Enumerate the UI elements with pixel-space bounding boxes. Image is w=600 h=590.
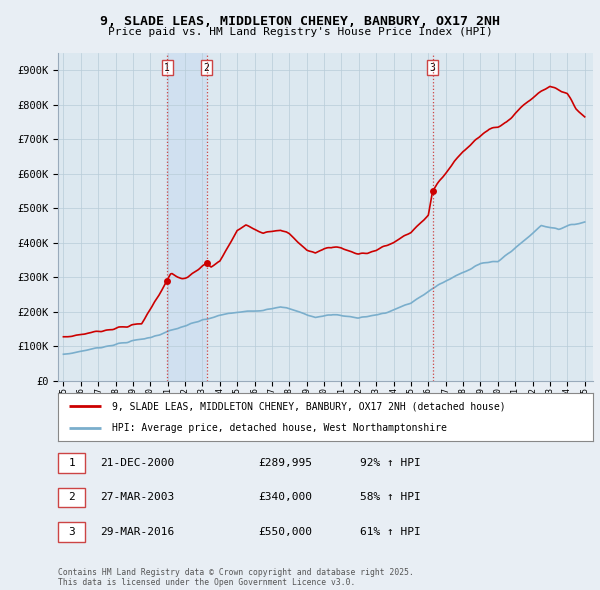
Text: 29-MAR-2016: 29-MAR-2016 <box>100 527 175 537</box>
Text: 27-MAR-2003: 27-MAR-2003 <box>100 493 175 502</box>
Text: £550,000: £550,000 <box>258 527 312 537</box>
Text: 3: 3 <box>68 527 75 537</box>
Bar <box>167 53 206 381</box>
Text: 9, SLADE LEAS, MIDDLETON CHENEY, BANBURY, OX17 2NH (detached house): 9, SLADE LEAS, MIDDLETON CHENEY, BANBURY… <box>112 401 505 411</box>
Text: Contains HM Land Registry data © Crown copyright and database right 2025.
This d: Contains HM Land Registry data © Crown c… <box>58 568 414 587</box>
Text: 1: 1 <box>68 458 75 468</box>
Text: £289,995: £289,995 <box>258 458 312 468</box>
Text: 58% ↑ HPI: 58% ↑ HPI <box>360 493 421 502</box>
Text: 61% ↑ HPI: 61% ↑ HPI <box>360 527 421 537</box>
Text: £340,000: £340,000 <box>258 493 312 502</box>
Text: 9, SLADE LEAS, MIDDLETON CHENEY, BANBURY, OX17 2NH: 9, SLADE LEAS, MIDDLETON CHENEY, BANBURY… <box>100 15 500 28</box>
Text: HPI: Average price, detached house, West Northamptonshire: HPI: Average price, detached house, West… <box>112 423 446 433</box>
Text: 1: 1 <box>164 63 170 73</box>
Text: Price paid vs. HM Land Registry's House Price Index (HPI): Price paid vs. HM Land Registry's House … <box>107 27 493 37</box>
Text: 3: 3 <box>430 63 436 73</box>
Text: 21-DEC-2000: 21-DEC-2000 <box>100 458 175 468</box>
Text: 92% ↑ HPI: 92% ↑ HPI <box>360 458 421 468</box>
Text: 2: 2 <box>68 493 75 502</box>
Text: 2: 2 <box>203 63 209 73</box>
